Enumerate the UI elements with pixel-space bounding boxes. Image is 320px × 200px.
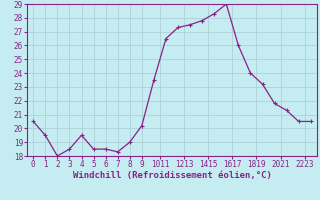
X-axis label: Windchill (Refroidissement éolien,°C): Windchill (Refroidissement éolien,°C) <box>73 171 271 180</box>
